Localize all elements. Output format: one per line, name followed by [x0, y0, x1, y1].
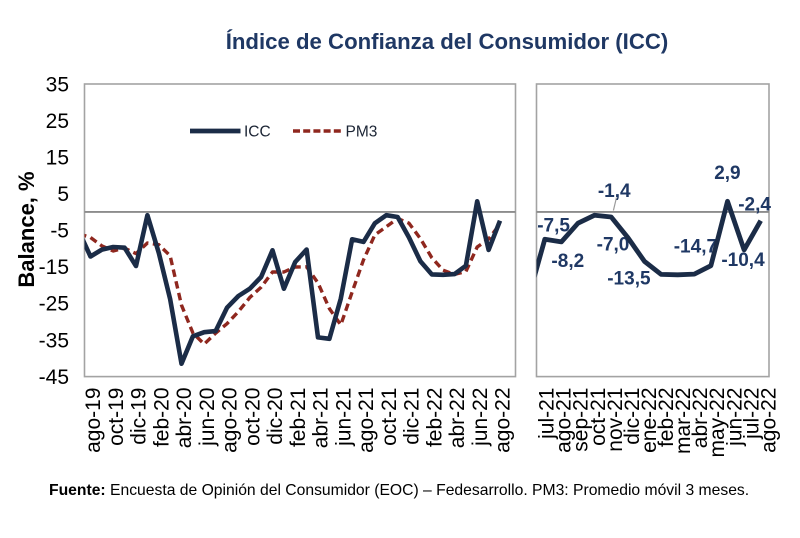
svg-text:oct-21: oct-21	[378, 388, 401, 446]
svg-text:ago-20: ago-20	[219, 388, 242, 453]
svg-text:oct-19: oct-19	[105, 388, 128, 446]
svg-text:ago-22: ago-22	[757, 388, 780, 453]
svg-text:PM3: PM3	[346, 124, 378, 141]
svg-text:-2,4: -2,4	[738, 195, 771, 216]
svg-text:-8,2: -8,2	[551, 251, 584, 272]
svg-text:2,9: 2,9	[714, 163, 740, 184]
svg-text:abr-22: abr-22	[689, 388, 712, 449]
svg-text:feb-21: feb-21	[287, 388, 310, 448]
svg-text:jun-22: jun-22	[469, 388, 492, 447]
svg-text:jul-22: jul-22	[740, 388, 763, 440]
svg-text:5: 5	[57, 183, 69, 206]
svg-text:-13,5: -13,5	[607, 268, 651, 289]
svg-text:-14,7: -14,7	[674, 237, 717, 258]
svg-text:dic-19: dic-19	[128, 388, 151, 445]
svg-text:sep-21: sep-21	[570, 388, 593, 452]
svg-text:feb-20: feb-20	[150, 388, 173, 448]
svg-text:abr-20: abr-20	[173, 388, 196, 449]
svg-text:-15: -15	[39, 256, 69, 279]
svg-text:dic-20: dic-20	[264, 388, 287, 445]
svg-text:abr-22: abr-22	[446, 387, 469, 448]
svg-text:ago-21: ago-21	[553, 388, 576, 453]
svg-text:may-22: may-22	[706, 388, 729, 458]
svg-text:-10,4: -10,4	[721, 250, 765, 271]
svg-text:jul-21: jul-21	[536, 388, 559, 440]
svg-text:Balance, %: Balance, %	[14, 171, 39, 287]
svg-text:feb-22: feb-22	[655, 388, 678, 448]
svg-text:-7,5: -7,5	[537, 216, 570, 237]
svg-text:jun-21: jun-21	[332, 388, 355, 447]
svg-text:feb-22: feb-22	[423, 388, 446, 448]
svg-text:-5: -5	[50, 220, 69, 243]
svg-text:-7,0: -7,0	[597, 234, 630, 255]
svg-text:ICC: ICC	[244, 124, 271, 141]
svg-text:mar-22: mar-22	[672, 388, 695, 455]
svg-text:-45: -45	[39, 366, 69, 389]
svg-text:Índice de Confianza del Consum: Índice de Confianza del Consumidor (ICC)	[226, 29, 669, 54]
svg-text:oct-21: oct-21	[587, 388, 610, 446]
svg-text:35: 35	[46, 73, 69, 96]
svg-text:-1,4: -1,4	[598, 181, 631, 202]
svg-text:15: 15	[46, 146, 69, 169]
svg-text:-25: -25	[39, 293, 69, 316]
svg-text:ene-22: ene-22	[638, 388, 661, 453]
svg-text:ago-19: ago-19	[82, 388, 105, 453]
svg-text:Fuente: Encuesta de Opinión de: Fuente: Encuesta de Opinión del Consumid…	[49, 482, 749, 499]
svg-text:dic-21: dic-21	[401, 388, 424, 445]
svg-text:jun-20: jun-20	[196, 388, 219, 447]
svg-text:ago-21: ago-21	[355, 388, 378, 453]
svg-text:dic-21: dic-21	[621, 388, 644, 445]
svg-text:oct-20: oct-20	[241, 388, 264, 446]
svg-text:abr-21: abr-21	[310, 388, 333, 449]
svg-text:nov-21: nov-21	[604, 388, 627, 452]
svg-text:-35: -35	[39, 329, 69, 352]
svg-text:25: 25	[46, 110, 69, 133]
svg-text:ago-22: ago-22	[492, 387, 515, 452]
svg-text:jun-22: jun-22	[723, 388, 746, 447]
